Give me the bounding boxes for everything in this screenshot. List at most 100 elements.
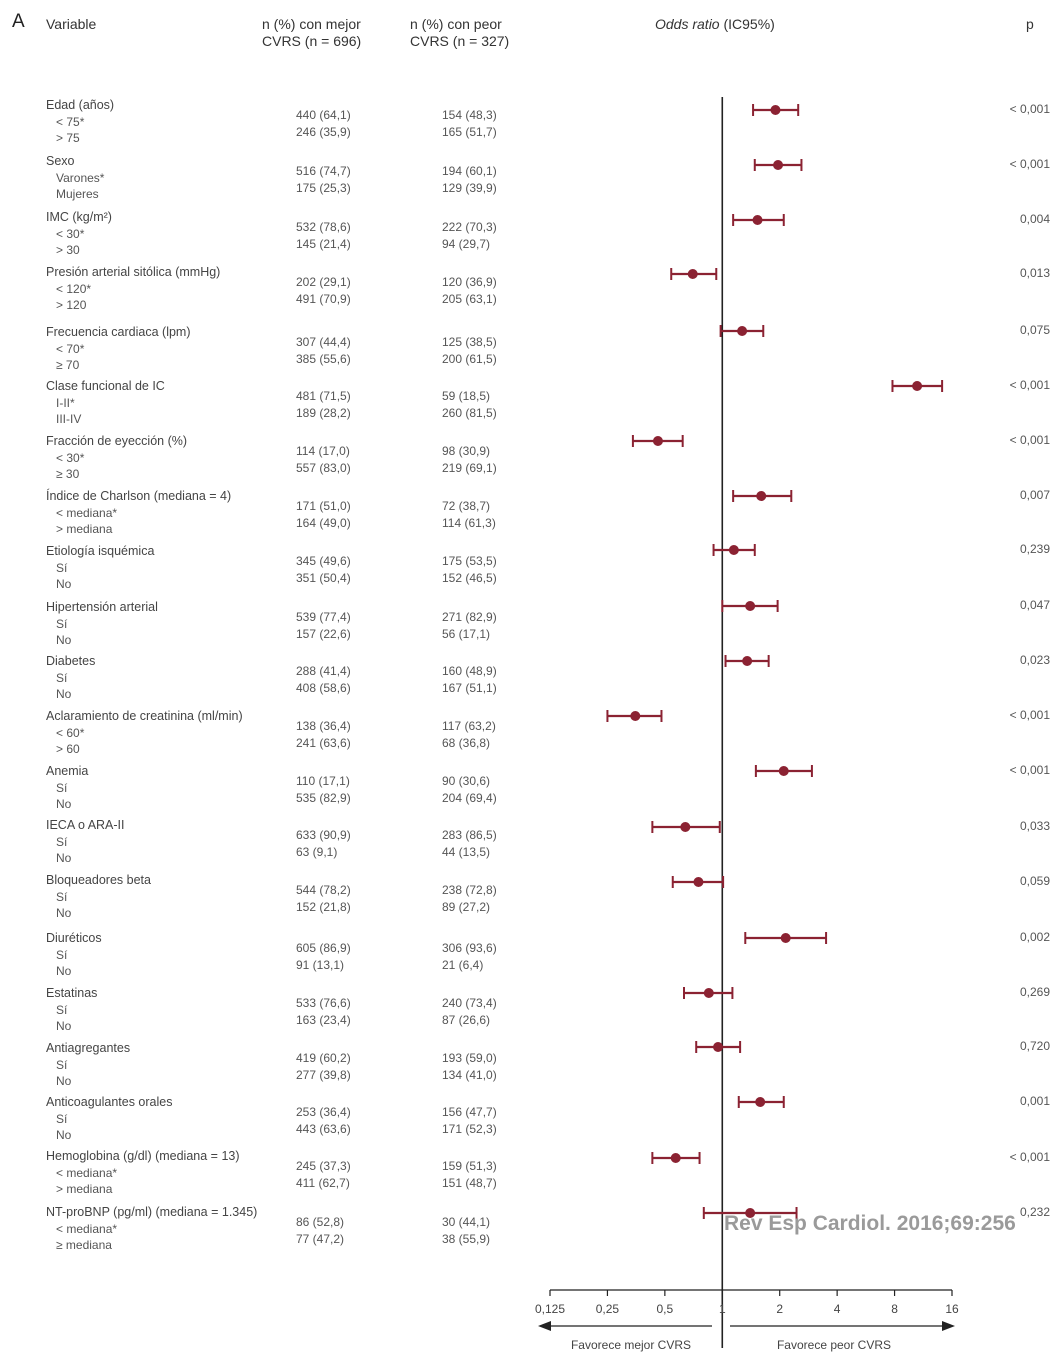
x-tick-label: 4: [834, 1302, 841, 1316]
count-mejor-cvrs: 288 (41,4): [296, 664, 351, 678]
count-peor-cvrs: 134 (41,0): [442, 1067, 497, 1082]
odds-ratio-point: [687, 269, 698, 279]
variable-level: < mediana*: [56, 1165, 118, 1180]
variable-name: Hipertensión arterial: [46, 600, 158, 614]
count-peor-cvrs: 30 (44,1): [442, 1215, 491, 1229]
count-mejor-cvrs: 189 (28,2): [296, 405, 351, 420]
variable-level: ≥ mediana: [56, 1238, 112, 1252]
variable-name: Clase funcional de IC: [46, 379, 165, 393]
variable-level: Sí: [56, 947, 68, 962]
odds-ratio-point: [742, 656, 753, 666]
count-mejor-cvrs: 533 (76,6): [296, 996, 351, 1010]
variable-level: Mujeres: [56, 187, 99, 201]
count-peor-cvrs: 90 (30,6): [442, 774, 491, 788]
variable-level: Sí: [56, 834, 68, 849]
count-peor-cvrs: 175 (53,5): [442, 554, 497, 568]
variable-level: < 70*: [56, 341, 85, 356]
odds-ratio-point: [756, 491, 767, 501]
count-mejor-cvrs: 152 (21,8): [296, 899, 351, 914]
ci-marker: [753, 159, 803, 171]
count-mejor-cvrs: 544 (78,2): [296, 883, 351, 897]
variable-level: > 120: [56, 298, 87, 312]
p-value: < 0,001: [1009, 102, 1050, 116]
variable-level: Sí: [56, 670, 68, 685]
ci-marker: [737, 1096, 785, 1108]
x-tick-label: 8: [891, 1302, 898, 1316]
variable-level: < 120*: [56, 281, 92, 296]
count-mejor-cvrs: 110 (17,1): [296, 774, 350, 788]
header-odds-ratio-italic: Odds ratio: [655, 16, 720, 32]
variable-name: Hemoglobina (g/dl) (mediana = 13): [46, 1149, 240, 1163]
count-mejor-cvrs: 633 (90,9): [296, 828, 351, 842]
p-value: < 0,001: [1009, 763, 1050, 777]
count-peor-cvrs: 219 (69,1): [442, 460, 497, 475]
odds-ratio-point: [773, 160, 784, 170]
variable-level: No: [56, 797, 72, 811]
count-mejor-cvrs: 532 (78,6): [296, 220, 351, 234]
variable-level: > 60: [56, 742, 80, 756]
variable-level: No: [56, 1128, 72, 1142]
variable-level: No: [56, 851, 72, 865]
header-odds-ratio: Odds ratio (IC95%): [655, 16, 775, 33]
count-peor-cvrs: 167 (51,1): [442, 680, 497, 695]
ci-marker: [724, 655, 770, 667]
ci-marker: [891, 380, 944, 392]
variable-name: NT-proBNP (pg/ml) (mediana = 1.345): [46, 1205, 258, 1219]
count-mejor-cvrs: 408 (58,6): [296, 680, 351, 695]
count-peor-cvrs: 44 (13,5): [442, 844, 491, 859]
variable-name: Presión arterial sitólica (mmHg): [46, 265, 221, 279]
p-value: 0,047: [1019, 598, 1050, 612]
count-mejor-cvrs: 351 (50,4): [296, 570, 351, 585]
ci-marker: [752, 104, 800, 116]
count-peor-cvrs: 204 (69,4): [442, 790, 497, 805]
count-mejor-cvrs: 163 (23,4): [296, 1012, 351, 1027]
p-value: < 0,001: [1009, 157, 1050, 171]
variable-level: Sí: [56, 1002, 68, 1017]
variable-level: No: [56, 964, 72, 978]
count-mejor-cvrs: 77 (47,2): [296, 1231, 345, 1246]
header-mejor-cvrs: n (%) con mejor CVRS (n = 696): [262, 16, 362, 49]
odds-ratio-point: [652, 436, 663, 446]
count-peor-cvrs: 306 (93,6): [442, 941, 497, 955]
count-mejor-cvrs: 419 (60,2): [296, 1051, 351, 1065]
count-peor-cvrs: 156 (47,7): [442, 1105, 497, 1119]
variable-name: Aclaramiento de creatinina (ml/min): [46, 709, 243, 723]
count-mejor-cvrs: 241 (63,6): [296, 735, 351, 750]
variable-name: Frecuencia cardiaca (lpm): [46, 325, 191, 339]
ci-marker: [702, 1207, 798, 1219]
p-value: < 0,001: [1009, 1150, 1050, 1164]
ci-marker: [651, 821, 721, 833]
ci-marker: [721, 600, 779, 612]
count-mejor-cvrs: 516 (74,7): [296, 164, 351, 178]
x-tick-label: 16: [945, 1302, 959, 1316]
count-mejor-cvrs: 535 (82,9): [296, 790, 351, 805]
count-peor-cvrs: 152 (46,5): [442, 570, 497, 585]
x-tick-label: 1: [719, 1302, 726, 1316]
count-peor-cvrs: 98 (30,9): [442, 444, 491, 458]
variable-level: Sí: [56, 616, 68, 631]
count-peor-cvrs: 129 (39,9): [442, 180, 497, 195]
variable-name: IMC (kg/m²): [46, 210, 112, 224]
variable-level: III-IV: [56, 412, 82, 426]
variable-level: Varones*: [56, 170, 105, 185]
p-value: 0,033: [1019, 819, 1050, 833]
count-peor-cvrs: 89 (27,2): [442, 899, 491, 914]
count-mejor-cvrs: 175 (25,3): [296, 180, 351, 195]
count-mejor-cvrs: 202 (29,1): [296, 275, 351, 289]
odds-ratio-point: [752, 215, 763, 225]
ci-marker: [651, 1152, 701, 1164]
odds-ratio-point: [693, 877, 704, 887]
odds-ratio-point: [737, 326, 748, 336]
x-label-left: Favorece mejor CVRS: [571, 1338, 691, 1352]
count-peor-cvrs: 59 (18,5): [442, 389, 491, 403]
count-mejor-cvrs: 557 (83,0): [296, 460, 351, 475]
count-peor-cvrs: 21 (6,4): [442, 957, 484, 972]
panel-label: A: [12, 11, 25, 32]
citation-watermark: Rev Esp Cardiol. 2016;69:256: [724, 1212, 1016, 1235]
odds-ratio-point: [770, 105, 781, 115]
p-value: 0,059: [1019, 874, 1050, 888]
variable-level: Sí: [56, 1111, 68, 1126]
arrow-right-head: [942, 1321, 955, 1331]
x-tick-label: 2: [776, 1302, 783, 1316]
